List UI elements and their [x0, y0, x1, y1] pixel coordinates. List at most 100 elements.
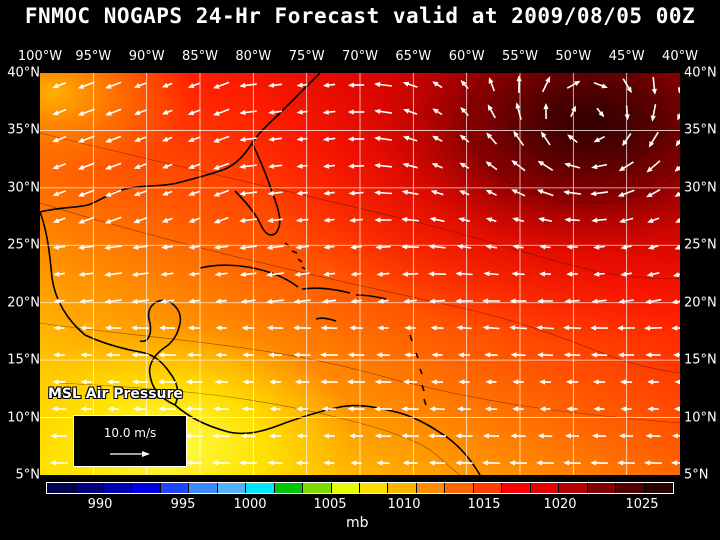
wind-arrow-icon [511, 189, 526, 197]
wind-arrow-icon [131, 325, 150, 331]
wind-arrow-icon [485, 379, 497, 385]
wind-arrow-icon [214, 271, 228, 277]
wind-arrow-icon [618, 298, 634, 304]
wind-arrow-icon [266, 298, 284, 304]
wind-arrow-icon [104, 325, 122, 331]
wind-arrow-icon [187, 136, 201, 142]
wind-arrow-icon [404, 325, 416, 331]
colorbar-label: 1015 [467, 497, 501, 512]
wind-arrow-icon [295, 217, 309, 223]
wind-arrow-icon [537, 160, 554, 171]
wind-arrow-icon [374, 406, 393, 412]
wind-arrow-icon [105, 162, 122, 170]
wind-arrow-icon [482, 460, 501, 466]
wind-arrow-icon [401, 189, 419, 196]
wind-arrow-icon [566, 80, 581, 89]
wind-arrow-icon [647, 217, 660, 223]
colorbar-swatch [246, 483, 275, 493]
wind-arrow-icon [485, 217, 497, 223]
wind-arrow-icon [593, 82, 608, 89]
latitude-label-right: 35°N [684, 122, 717, 138]
colorbar-swatch [473, 483, 503, 493]
coastlines [40, 73, 481, 475]
wind-arrow-icon [131, 298, 149, 304]
wind-arrow-icon [187, 82, 201, 88]
wind-arrow-icon [239, 109, 257, 115]
wind-arrow-icon [458, 379, 470, 385]
colorbar-swatch [132, 483, 161, 493]
latitude-label-right: 20°N [684, 295, 717, 311]
latitude-label-left: 30°N [7, 180, 40, 196]
longitude-label: 45°W [608, 49, 645, 64]
wind-arrow-icon [296, 136, 308, 142]
colorbar-label: 1000 [233, 497, 267, 512]
wind-arrow-icon [161, 217, 173, 223]
wind-arrow-icon [671, 325, 680, 331]
wind-arrow-icon [566, 406, 578, 412]
wind-arrow-icon [460, 107, 469, 117]
wind-arrow-icon [374, 217, 392, 223]
longitude-label: 70°W [342, 49, 378, 64]
wind-arrow-icon [455, 460, 473, 466]
reference-vector-label: 10.0 m/s [103, 426, 157, 440]
wind-arrow-icon [458, 352, 471, 358]
wind-arrow-icon [624, 105, 630, 121]
wind-arrow-icon [429, 406, 445, 412]
wind-arrow-icon [160, 271, 174, 277]
wind-arrow-icon [482, 298, 500, 304]
wind-arrow-icon [188, 244, 200, 250]
wind-arrow-icon [512, 379, 524, 385]
wind-arrow-icon [591, 217, 607, 223]
wind-arrow-icon [459, 162, 470, 169]
longitude-label: 85°W [182, 49, 218, 64]
wind-arrow-icon [350, 460, 362, 466]
wind-arrow-icon [674, 191, 680, 197]
wind-arrow-icon [105, 352, 121, 358]
wind-arrow-icon [536, 189, 554, 197]
wind-arrow-icon [510, 433, 526, 439]
wind-arrow-icon [77, 108, 95, 116]
wind-arrow-icon [536, 325, 555, 331]
wind-arrow-icon [241, 406, 255, 412]
wind-arrow-icon [158, 406, 176, 412]
wind-arrow-icon [512, 406, 524, 412]
wind-arrow-icon [375, 244, 391, 250]
wind-arrow-icon [269, 379, 281, 385]
wind-arrow-icon [374, 379, 392, 385]
wind-arrow-icon [296, 190, 308, 196]
wind-arrow-icon [538, 217, 553, 223]
colorbar-swatch [587, 483, 617, 493]
wind-arrow-icon [266, 325, 284, 331]
wind-arrow-icon [185, 406, 203, 412]
colorbar-swatch [530, 483, 560, 493]
wind-arrow-icon [185, 433, 203, 439]
wind-arrow-icon [268, 352, 283, 358]
longitude-label: 60°W [448, 49, 485, 64]
wind-arrow-icon [53, 298, 65, 304]
wind-arrow-icon [296, 163, 308, 169]
wind-arrow-icon [593, 406, 605, 412]
longitude-label: 65°W [395, 49, 432, 64]
wind-arrow-icon [215, 352, 227, 358]
wind-arrow-icon [567, 134, 578, 144]
wind-arrow-icon [53, 352, 65, 358]
wind-arrow-icon [620, 406, 632, 412]
wind-arrow-icon [401, 217, 419, 223]
latitude-label-left: 25°N [7, 237, 40, 253]
wind-arrow-icon [296, 433, 308, 439]
wind-arrow-icon [431, 163, 443, 169]
wind-arrow-icon [294, 379, 310, 385]
colorbar-swatch [274, 483, 304, 493]
latitude-label-right: 5°N [684, 467, 709, 483]
wind-arrow-icon [187, 325, 201, 331]
wind-arrow-icon [539, 244, 551, 250]
wind-arrow-icon [320, 352, 339, 358]
wind-arrow-icon [133, 406, 148, 412]
wind-arrow-icon [403, 108, 418, 115]
wind-arrow-icon [672, 433, 680, 439]
wind-arrow-icon [432, 135, 443, 142]
wind-arrow-icon [52, 109, 67, 116]
wind-arrow-icon [267, 460, 283, 466]
longitude-label: 100°W [17, 49, 63, 64]
wind-arrow-icon [320, 379, 338, 385]
